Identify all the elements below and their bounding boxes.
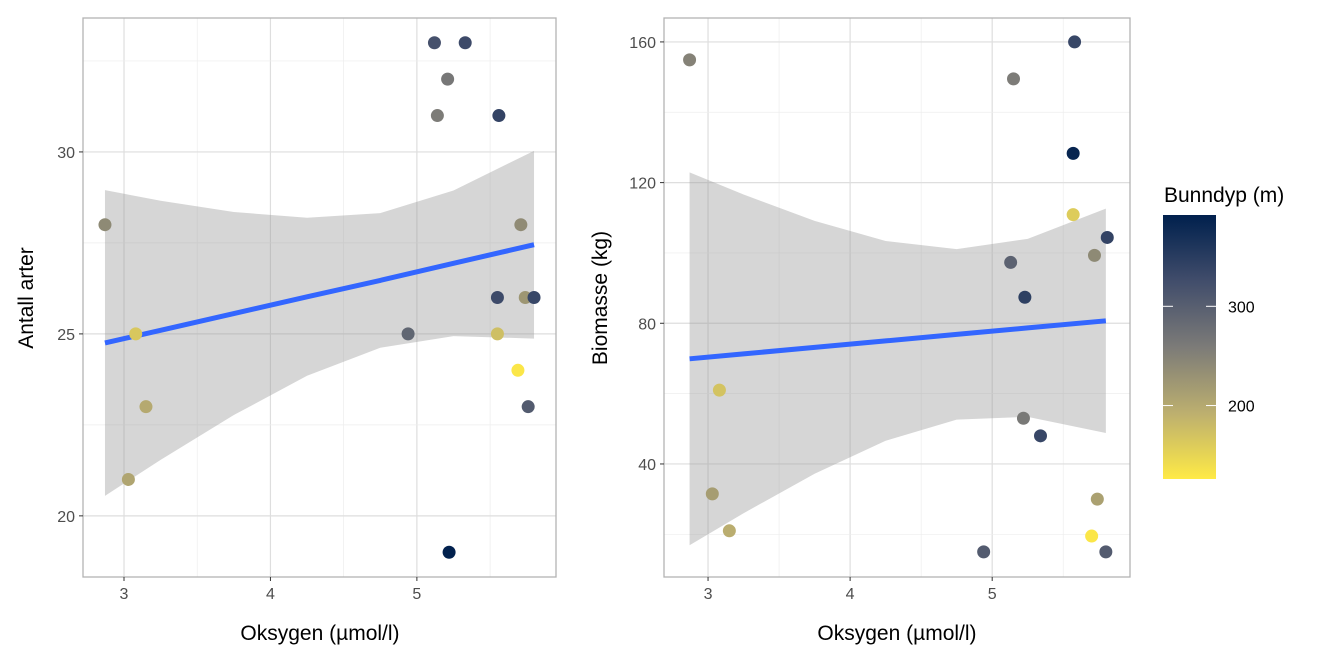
confidence-band (689, 172, 1106, 546)
y-tick-label: 25 (57, 327, 75, 344)
data-point (121, 472, 135, 486)
x-tick-label: 5 (412, 586, 421, 603)
data-point (442, 545, 456, 559)
trend-line (104, 242, 535, 346)
legend-title: Bunndyp (m) (1164, 184, 1284, 207)
trend-line (689, 318, 1107, 362)
data-point (705, 487, 719, 501)
x-tick-label: 3 (704, 586, 713, 603)
data-point (1085, 529, 1099, 543)
data-point (1016, 411, 1030, 425)
data-point (129, 327, 143, 341)
confidence-band (104, 150, 535, 496)
data-point (98, 218, 112, 232)
data-point (514, 218, 528, 232)
data-point (1100, 230, 1114, 244)
legend-tick-label: 300 (1228, 299, 1255, 316)
data-point (1004, 255, 1018, 269)
x-tick-label: 4 (266, 586, 275, 603)
y-tick-label: 30 (57, 145, 75, 162)
data-point (1018, 290, 1032, 304)
data-point (458, 36, 472, 50)
data-point (1066, 146, 1080, 160)
data-point (1099, 545, 1113, 559)
data-point (492, 109, 506, 123)
x-tick-label: 3 (120, 586, 129, 603)
colorbar (1163, 215, 1216, 479)
data-point (1068, 35, 1082, 49)
data-point (139, 400, 153, 414)
data-point (441, 72, 455, 86)
data-point (527, 291, 541, 304)
data-point (1090, 492, 1104, 506)
data-point (490, 291, 504, 304)
data-point (683, 53, 697, 67)
data-point (1007, 72, 1020, 86)
data-point (977, 545, 991, 559)
plot-background (664, 18, 1130, 577)
y-tick-label: 40 (638, 457, 656, 474)
data-point (430, 109, 444, 123)
data-point (427, 36, 441, 50)
x-axis-title-biomass: Oksygen (µmol/l) (817, 622, 976, 645)
x-tick-label: 4 (846, 586, 855, 603)
data-point (712, 383, 726, 397)
legend-tick-label: 200 (1228, 399, 1255, 416)
panel-border (663, 17, 1131, 578)
plot-background (83, 18, 556, 577)
legend: Bunndyp (m) 200 300 (1163, 184, 1284, 479)
y-tick-label: 120 (629, 176, 656, 193)
data-point (521, 400, 535, 414)
panel-biomass: 3 4 5 40 80 120 160 (629, 17, 1131, 603)
panel-border (82, 17, 557, 578)
data-point (1066, 208, 1080, 222)
data-point (722, 524, 736, 538)
x-tick-label: 5 (988, 586, 997, 603)
data-point (1033, 429, 1047, 443)
y-tick-label: 80 (638, 316, 656, 333)
y-tick-label: 20 (57, 509, 75, 526)
y-tick-label: 160 (629, 35, 656, 52)
y-axis-title-species: Antall arter (15, 247, 38, 349)
data-point (511, 363, 525, 377)
panel-species: 3 4 5 20 25 30 (57, 17, 557, 603)
y-axis-title-biomass: Biomasse (kg) (589, 231, 612, 365)
data-point (490, 327, 504, 341)
data-point (1087, 248, 1101, 262)
x-axis-title-species: Oksygen (µmol/l) (240, 622, 399, 645)
data-point (401, 327, 415, 341)
